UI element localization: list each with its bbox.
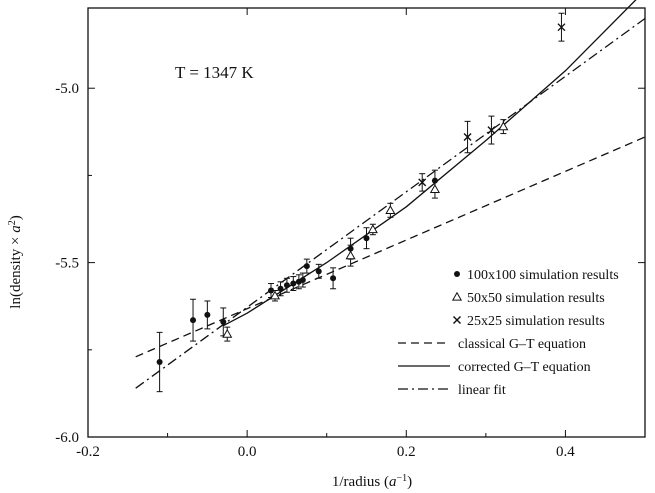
x-tick-label: -0.2 [76,444,100,460]
plot-area-border [87,7,646,438]
data-point-x [418,173,427,192]
data-point-triangle [429,180,440,199]
x-tick-label: 0.0 [238,444,257,460]
data-point-triangle [498,119,509,135]
marker-triangle [451,291,463,301]
y-tick-label: -5.0 [55,81,79,97]
data-point-x [463,120,472,154]
data-point-triangle [222,326,233,342]
marker-triangle [498,121,509,131]
marker-dot [290,280,297,287]
data-point-dot [363,227,370,250]
data-point-x [487,115,496,145]
data-point-dot [156,331,163,393]
marker-dot [283,282,290,289]
data-point-dot [303,258,310,274]
data-point-triangle [345,244,356,267]
data-point-dot [290,276,297,292]
marker-x-stroke [463,133,472,142]
data-point-triangle [269,290,281,302]
marker-triangle [269,290,281,300]
x-axis-ticks: -0.2 0.0 0.2 0.4 [76,8,646,460]
data-point-dot [204,300,211,330]
marker-triangle [385,205,396,214]
data-points [156,12,566,393]
marker-dot [454,271,460,277]
data-point-triangle [367,223,378,236]
model-lines [135,0,646,389]
y-tick-label: -5.5 [55,256,79,272]
legend-label: 50x50 simulation results [467,291,605,306]
marker-triangle [429,184,440,194]
marker-x-stroke [487,126,496,135]
legend-label: 100x100 simulation results [467,268,619,283]
marker-dot [190,317,197,324]
legend-item: 25x25 simulation results [453,314,605,329]
x-axis-label: 1/radius (a−1) [332,473,412,491]
y-tick-label: -6.0 [55,430,79,446]
data-point-dot [220,307,227,337]
plot-frame [87,7,646,438]
y-axis-ticks: -6.0 -5.5 -5.0 [55,81,645,446]
temperature-annotation: T = 1347 K [175,63,254,82]
marker-dot [363,235,370,242]
legend-item: linear fit [398,383,506,398]
legend: 100x100 simulation results 50x50 simulati… [398,268,619,398]
marker-dot [204,311,211,318]
data-point-x [557,12,566,42]
legend-item: corrected G–T equation [398,360,591,375]
data-point-triangle [385,202,396,218]
marker-dot [268,287,275,294]
legend-item: classical G–T equation [398,337,586,352]
line-dashed [135,136,646,358]
x-tick-label: 0.4 [556,444,575,460]
legend-item: 50x50 simulation results [451,291,605,306]
legend-label: 25x25 simulation results [467,314,605,329]
marker-dot [299,277,306,284]
marker-dot [330,275,337,282]
data-point-dot [283,277,290,293]
marker-dot [315,268,322,275]
marker-triangle [367,224,378,234]
legend-label: corrected G–T equation [458,360,591,375]
marker-triangle [222,328,233,338]
data-point-dot [299,272,306,288]
y-axis-label: ln(density × a2) [7,215,25,308]
marker-x-stroke [557,23,566,32]
legend-item: 100x100 simulation results [454,268,619,283]
marker-dot [277,285,284,292]
marker-x-stroke [453,316,461,324]
data-point-dot [190,298,197,342]
data-point-dot [315,263,322,279]
legend-label: linear fit [458,383,506,398]
data-point-dot [330,267,337,290]
marker-dot [303,263,310,270]
line-solid [222,0,637,327]
marker-triangle [345,250,356,260]
x-tick-label: 0.2 [397,444,416,460]
data-point-dot [277,281,284,297]
marker-x-stroke [418,178,427,187]
marker-dot [156,359,163,366]
marker-dot [220,318,227,325]
legend-label: classical G–T equation [458,337,586,352]
